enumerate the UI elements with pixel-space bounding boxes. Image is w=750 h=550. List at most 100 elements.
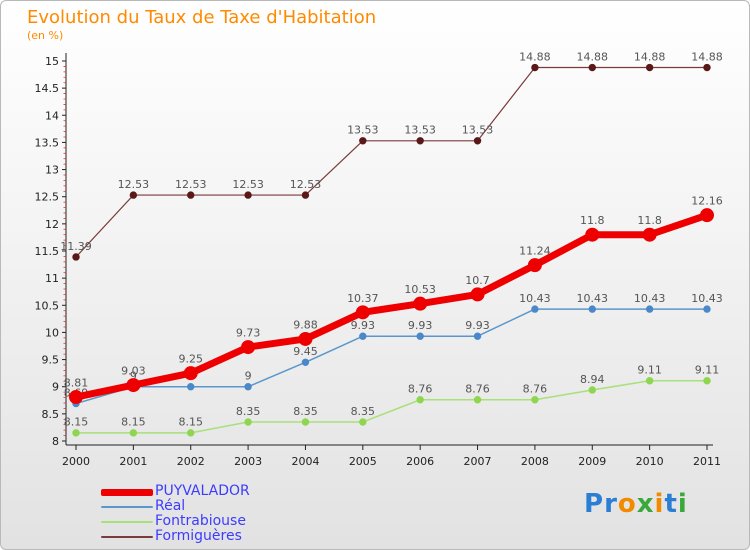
logo-letter: i [677,489,688,519]
data-label: 13.53 [462,124,494,137]
data-label: 9.45 [293,345,318,358]
data-label: 8.15 [64,416,89,429]
data-point [298,331,313,346]
data-point [416,332,424,340]
data-point [72,429,80,437]
x-tick-label: 2000 [62,455,90,468]
x-tick-label: 2010 [636,455,664,468]
data-label: 12.53 [232,178,264,191]
data-label: 9 [130,370,137,383]
data-point [473,137,482,145]
data-point [69,390,83,405]
logo-letter: x [636,489,655,519]
data-point [703,63,711,72]
data-point [585,227,600,242]
data-point [642,227,657,242]
data-label: 9.93 [465,319,490,332]
y-tick-label: 11 [45,272,59,285]
legend-label: Fontrabiouse [155,513,246,529]
data-label: 8.76 [465,383,490,396]
data-label: 8.15 [121,416,146,429]
x-tick-label: 2001 [119,455,147,468]
data-point [703,377,711,385]
data-point [416,396,424,404]
data-label: 10.37 [347,292,379,305]
data-label: 9.93 [408,319,433,332]
chart-title: Evolution du Taux de Taxe d'Habitation [27,7,377,28]
data-point [473,332,482,340]
series-line [75,308,708,405]
data-label: 12.16 [691,195,723,208]
logo-letter: P [584,489,605,519]
legend-swatch [101,521,153,523]
data-label: 8.35 [236,405,261,418]
data-label: 14.88 [577,50,609,63]
logo-letter: o [617,489,637,519]
data-label: 10.43 [519,292,551,305]
data-label: 8.35 [351,405,376,418]
data-label: 9.25 [178,353,203,366]
y-tick-label: 10 [45,326,59,339]
data-label: 9.11 [695,364,720,377]
data-point [470,287,485,302]
data-label: 9.73 [236,327,261,340]
y-tick-label: 14.5 [35,82,60,95]
y-tick-label: 12 [45,218,59,231]
x-tick-label: 2008 [521,455,549,468]
logo-letter: r [604,489,618,519]
data-label: 14.88 [634,50,666,63]
legend-swatch [101,536,153,538]
y-tick-label: 13.5 [35,136,60,149]
series-3: 8.81 9.03 9.25 9.73 9.88 10.37 10.53 10.7 11.24 1… [64,195,723,405]
data-point [416,137,424,145]
data-point [531,63,539,72]
x-tick-label: 2005 [349,455,377,468]
data-point [183,366,198,381]
y-tick-label: 15 [45,55,59,68]
data-point [129,191,138,199]
data-point [187,429,195,437]
y-tick-label: 8 [52,435,59,448]
data-label: 13.53 [347,124,379,137]
data-label: 9.93 [351,319,376,332]
data-point [355,305,370,320]
data-point [244,418,252,426]
data-point [645,305,654,313]
data-point [473,396,482,404]
data-point [645,377,654,385]
data-point [645,63,654,72]
data-label: 8.94 [580,373,605,386]
series-2: 8.699999.459.939.939.9310.4310.4310.4310… [64,292,723,408]
y-tick-label: 13 [45,164,59,177]
x-tick-label: 2002 [177,455,205,468]
data-point [244,383,252,391]
series-0: 11.39 12.53 12.53 12.53 12.53 13.53 13.53 13.53… [60,50,723,261]
data-label: 8.76 [523,383,548,396]
data-label: 12.53 [118,178,150,191]
data-point [359,332,367,340]
proxiti-logo: Proxiti [584,489,688,519]
y-tick-label: 9.5 [42,354,60,367]
data-label: 11.39 [60,240,92,253]
data-point [527,258,542,273]
data-label: 14.88 [691,50,723,63]
y-tick-label: 8.5 [42,408,60,421]
series-line [75,379,708,434]
data-point [413,296,428,311]
legend-swatch [101,506,153,508]
data-point [187,191,195,199]
series-line [75,66,708,258]
data-label: 11.24 [519,245,551,258]
y-tick-label: 12.5 [35,191,60,204]
data-point [531,396,539,404]
legend-swatch [101,488,153,496]
data-label: 8.35 [293,405,318,418]
data-label: 8.81 [64,377,89,390]
data-label: 14.88 [519,50,551,63]
data-label: 10.43 [634,292,666,305]
logo-letter: t [664,489,678,519]
data-point [359,137,367,145]
legend-label: Réal [155,498,186,514]
